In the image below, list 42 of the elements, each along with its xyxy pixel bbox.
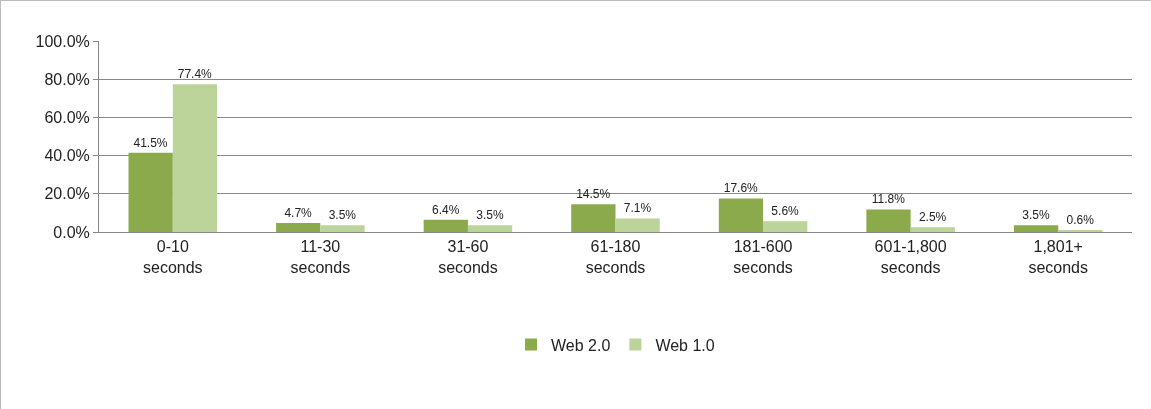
x-tick-label: 0-10 seconds	[142, 238, 203, 276]
y-tick-label: 80.0%	[44, 70, 90, 88]
x-tick-label: 181-600 seconds	[733, 238, 793, 276]
data-label: 4.7%	[284, 206, 313, 221]
data-label: 6.4%	[431, 202, 460, 217]
bar	[423, 219, 468, 232]
bar	[763, 221, 808, 232]
y-tick-label: 40.0%	[44, 147, 90, 165]
data-label: 3.5%	[476, 208, 504, 223]
bar	[276, 223, 321, 232]
y-tick-label: 20.0%	[44, 185, 90, 203]
y-tick-label: 60.0%	[44, 109, 90, 126]
legend-label: Web 2.0	[551, 336, 611, 354]
x-tick-label: 31-60 seconds	[438, 238, 498, 276]
data-label: 0.6%	[1066, 213, 1095, 227]
y-tick-label: 100.0%	[35, 32, 90, 50]
data-label: 77.4%	[177, 67, 213, 82]
x-tick-label: 61-180 seconds	[585, 238, 646, 276]
data-label: 17.6%	[723, 181, 759, 196]
data-label: 3.5%	[328, 208, 357, 223]
bar	[866, 209, 911, 232]
data-label: 7.1%	[623, 201, 652, 216]
bar	[128, 152, 173, 232]
bar	[467, 225, 513, 232]
bar	[172, 84, 218, 232]
data-label: 2.5%	[918, 210, 947, 225]
data-label: 3.5%	[1022, 208, 1050, 223]
bar	[615, 218, 660, 232]
data-label: 41.5%	[133, 135, 168, 150]
x-tick-label: 1,801+ seconds	[1028, 238, 1089, 276]
bar	[910, 227, 955, 232]
bar	[571, 204, 616, 232]
bar	[718, 198, 764, 232]
y-tick-label: 0.0%	[53, 223, 90, 241]
x-tick-label: 11-30 seconds	[290, 238, 351, 276]
x-tick-label: 601-1,800 seconds	[874, 238, 947, 276]
bar	[1013, 225, 1059, 232]
data-label: 5.6%	[771, 204, 800, 219]
data-label: 14.5%	[576, 187, 611, 202]
bar	[320, 225, 365, 232]
legend-label: Web 1.0	[655, 336, 715, 354]
data-label: 11.8%	[871, 192, 906, 207]
